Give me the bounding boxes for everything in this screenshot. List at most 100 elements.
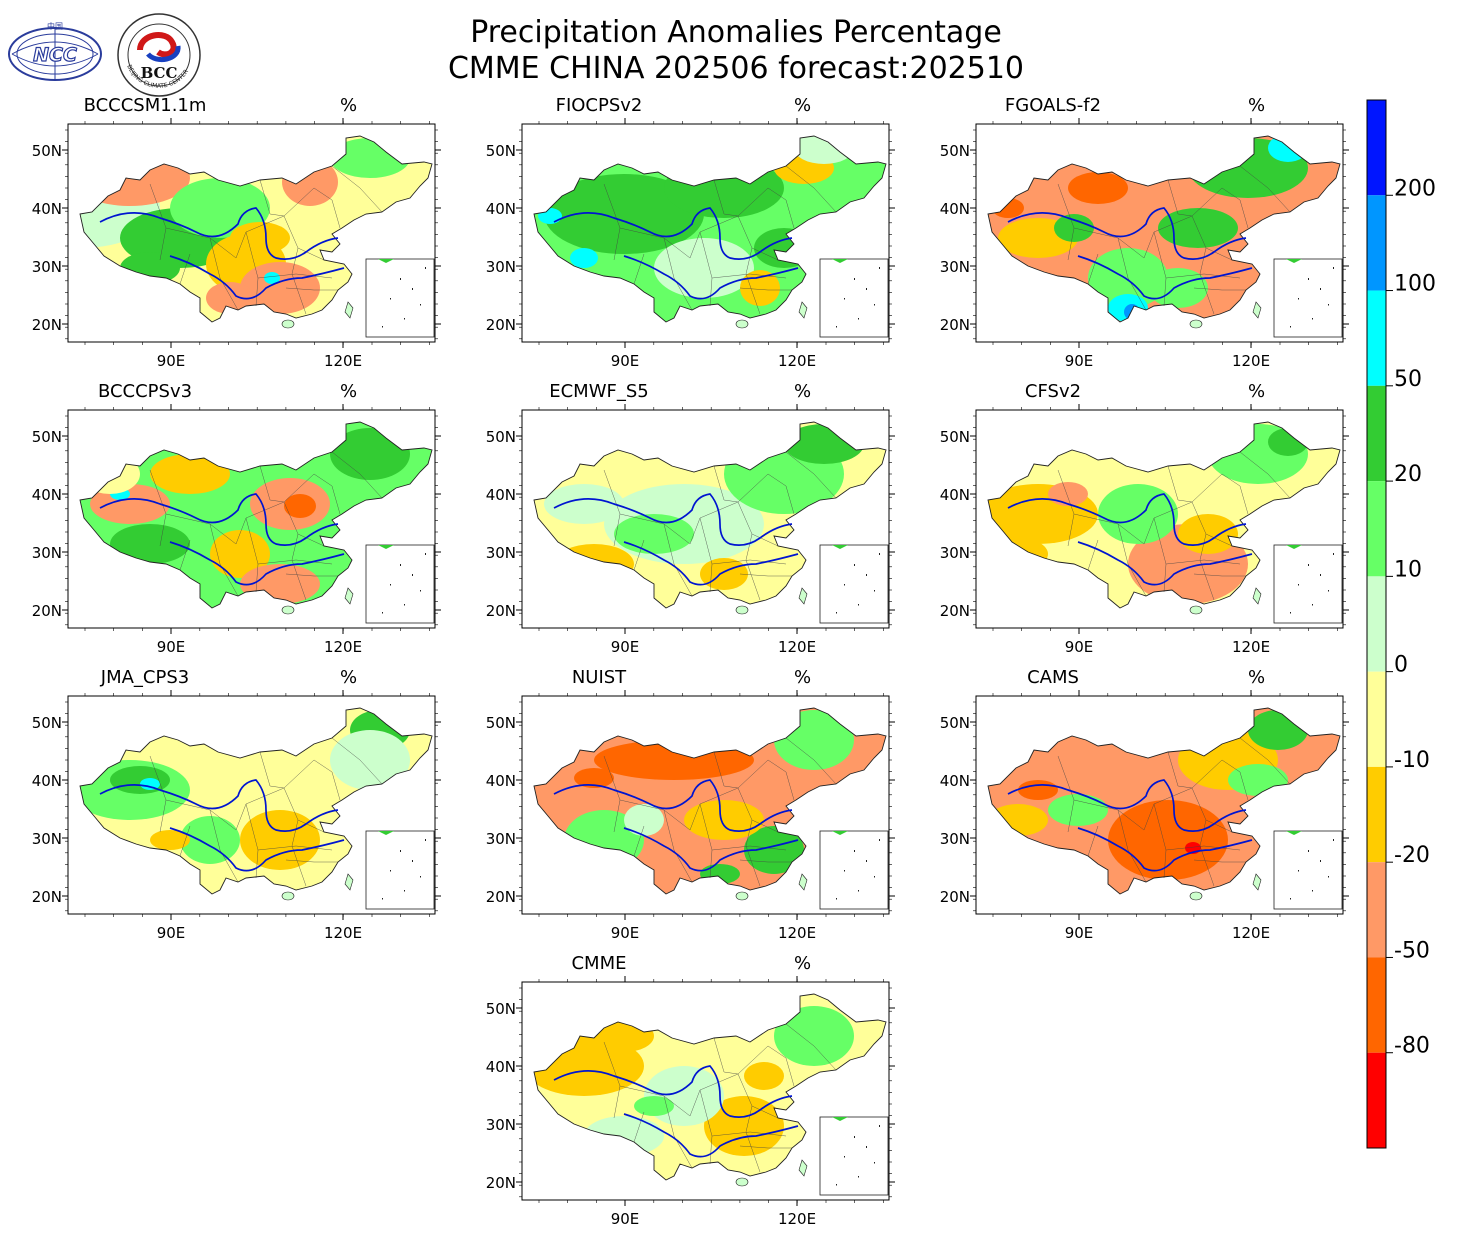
x-axis-labels: 90E 120E xyxy=(611,924,816,942)
rivers xyxy=(1007,779,1253,872)
colorbar-tick-label: 200 xyxy=(1394,176,1436,201)
inset-islands xyxy=(836,267,880,328)
x-axis-labels: 90E 120E xyxy=(611,1210,816,1228)
anomaly-region xyxy=(206,282,254,314)
y-axis-labels: 50N 40N 30N 20N xyxy=(486,1000,516,1192)
anomaly-region xyxy=(1158,208,1238,248)
inset-coast xyxy=(378,545,394,549)
inset-islands xyxy=(836,553,880,614)
rivers xyxy=(1007,493,1253,586)
y-tick-label-20n: 20N xyxy=(32,316,62,334)
anomaly-region xyxy=(1098,484,1178,544)
y-tick-label-30n: 30N xyxy=(486,1116,516,1134)
model-panel-fiocpsv2: 50N 40N 30N 20N 90E 120E FIOCPSv2 % xyxy=(454,96,895,370)
inset-islands xyxy=(1290,267,1334,328)
model-panel-bcccpsv3: 50N 40N 30N 20N 90E 120E BCCCPSv3 % xyxy=(0,381,441,656)
inset-islands xyxy=(1290,553,1334,614)
colorbar-tick-label: 10 xyxy=(1394,557,1422,582)
y-tick-label-20n: 20N xyxy=(940,316,970,334)
x-tick-label-90e: 90E xyxy=(1065,638,1094,656)
colorbar-tick-label: 0 xyxy=(1394,653,1408,678)
map-ticks xyxy=(516,404,895,634)
anomaly-region xyxy=(614,514,694,554)
anomaly-region xyxy=(1048,794,1108,826)
x-tick-label-120e: 120E xyxy=(1232,638,1270,656)
x-tick-label-90e: 90E xyxy=(611,352,640,370)
south-china-sea-inset xyxy=(819,830,889,910)
anomaly-region xyxy=(140,778,160,790)
south-china-sea-inset xyxy=(1273,258,1343,338)
panel-title: BCCCPSv3 xyxy=(97,381,193,402)
anomaly-region xyxy=(634,1096,674,1116)
y-tick-label-50n: 50N xyxy=(32,142,62,160)
y-axis-labels: 50N 40N 30N 20N xyxy=(486,142,516,334)
y-tick-label-50n: 50N xyxy=(486,1000,516,1018)
rivers xyxy=(553,779,799,872)
y-tick-label-40n: 40N xyxy=(940,200,970,218)
anomaly-region xyxy=(284,494,316,518)
y-tick-label-30n: 30N xyxy=(32,830,62,848)
anomaly-region xyxy=(1148,268,1208,308)
colorbar-cell xyxy=(1367,100,1386,196)
anomaly-region xyxy=(774,1006,854,1066)
x-tick-label-120e: 120E xyxy=(778,924,816,942)
map-plot: 50N 40N 30N 20N 90E 120E xyxy=(32,118,441,370)
y-axis-labels: 50N 40N 30N 20N xyxy=(940,428,970,620)
ncc-logo-small-text: 中国 xyxy=(47,21,63,31)
taiwan-hainan xyxy=(1189,587,1262,615)
y-tick-label-30n: 30N xyxy=(940,830,970,848)
south-china-sea-inset xyxy=(1273,830,1343,910)
rivers xyxy=(1007,207,1253,300)
x-axis-labels: 90E 120E xyxy=(157,352,362,370)
panel-unit: % xyxy=(794,953,812,974)
panel-title: CAMS xyxy=(1027,667,1079,688)
panel-unit: % xyxy=(1248,381,1266,402)
inset-islands xyxy=(836,1125,880,1186)
anomaly-region xyxy=(544,174,704,254)
y-axis-labels: 50N 40N 30N 20N xyxy=(486,714,516,906)
panel-unit: % xyxy=(340,381,358,402)
model-panel-nuist: 50N 40N 30N 20N 90E 120E NUIST % xyxy=(454,667,895,942)
inset-islands xyxy=(382,839,426,900)
anomaly-region xyxy=(574,768,614,788)
y-tick-label-30n: 30N xyxy=(486,258,516,276)
y-tick-label-50n: 50N xyxy=(940,142,970,160)
y-tick-label-20n: 20N xyxy=(486,316,516,334)
model-panel-cfsv2: 50N 40N 30N 20N 90E 120E CFSv2 % xyxy=(908,381,1349,656)
colorbar-cell xyxy=(1367,290,1386,386)
colorbar-cell xyxy=(1367,766,1386,863)
y-tick-label-40n: 40N xyxy=(486,486,516,504)
anomaly-region xyxy=(1048,482,1088,506)
y-tick-label-30n: 30N xyxy=(32,258,62,276)
anomaly-region xyxy=(150,454,230,494)
ncc-logo: NCC 中国 xyxy=(8,21,102,81)
model-panel-cams: 50N 40N 30N 20N 90E 120E CAMS % xyxy=(908,667,1349,942)
panel-unit: % xyxy=(1248,667,1266,688)
taiwan-hainan xyxy=(735,587,808,615)
y-tick-label-30n: 30N xyxy=(32,544,62,562)
y-tick-label-20n: 20N xyxy=(940,602,970,620)
panel-unit: % xyxy=(794,667,812,688)
map-plot: 50N 40N 30N 20N 90E 120E xyxy=(940,404,1349,656)
anomaly-region xyxy=(544,484,624,524)
anomaly-region xyxy=(210,530,270,578)
inset-islands xyxy=(836,839,880,900)
x-tick-label-90e: 90E xyxy=(611,924,640,942)
colorbar-tick-label: -10 xyxy=(1394,748,1430,773)
colorbar-cell xyxy=(1367,385,1386,482)
south-china-sea-inset xyxy=(365,258,435,338)
panel-unit: % xyxy=(1248,95,1266,116)
map-ticks xyxy=(516,690,895,920)
model-panel-cmme: 50N 40N 30N 20N 90E 120E CMME % xyxy=(454,953,895,1228)
map-ticks xyxy=(516,118,895,348)
inset-coast xyxy=(1286,831,1302,835)
anomaly-region xyxy=(264,272,280,284)
inset-coast xyxy=(378,259,394,263)
colorbar-cell xyxy=(1367,195,1386,291)
anomaly-region xyxy=(240,810,320,870)
panel-unit: % xyxy=(794,381,812,402)
inset-islands xyxy=(382,553,426,614)
anomaly-region xyxy=(1178,514,1238,554)
panel-title: BCCCSM1.1m xyxy=(83,95,207,116)
south-china-sea-inset xyxy=(819,1116,889,1196)
